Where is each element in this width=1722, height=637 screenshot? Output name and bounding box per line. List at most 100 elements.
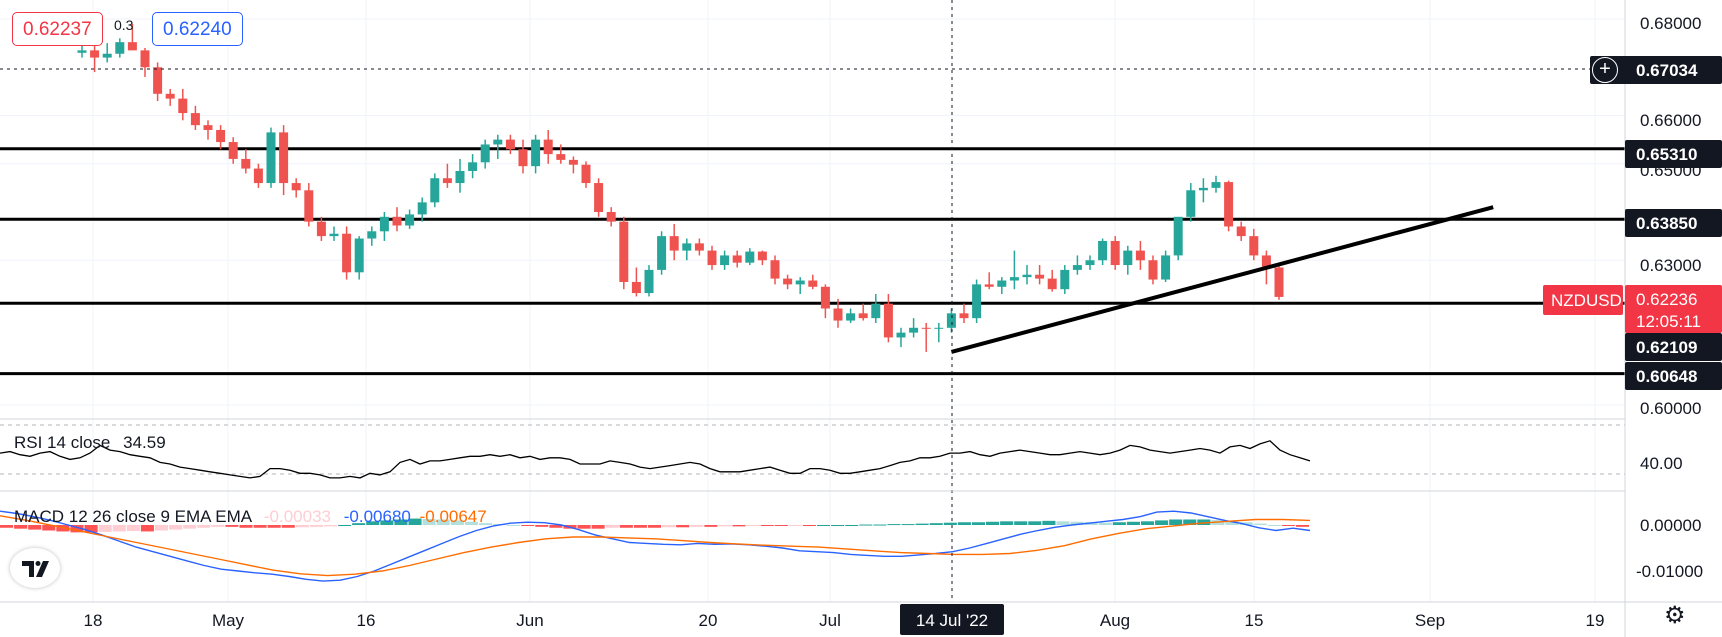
- macd-hist-bar: [1028, 521, 1042, 525]
- macd-hist-bar: [816, 525, 831, 526]
- candle-body: [1198, 187, 1208, 191]
- candle-body: [77, 50, 87, 53]
- candle-body: [102, 53, 112, 58]
- candle-body: [480, 144, 490, 163]
- macd-hist-bar: [253, 525, 267, 528]
- candle-body: [1098, 240, 1108, 261]
- current-price-label: 0.62236: [1636, 290, 1697, 309]
- settings-gear-icon[interactable]: ⚙: [1664, 602, 1686, 629]
- level-tag: [1625, 209, 1722, 237]
- macd-hist-bar: [802, 525, 816, 526]
- candle-body: [795, 280, 805, 285]
- macd-hist-bar: [1070, 521, 1084, 525]
- candle-body: [619, 221, 629, 282]
- level-tag-label: 0.60648: [1636, 367, 1697, 386]
- macd-hist-bar: [535, 525, 549, 527]
- macd-hist-bar: [380, 520, 394, 525]
- candle-body: [757, 251, 767, 261]
- symbol-tag-label: NZDUSD: [1551, 291, 1622, 310]
- macd-hist-bar: [1140, 521, 1155, 525]
- candle-body: [1072, 265, 1082, 270]
- candle-body: [430, 178, 440, 203]
- level-tag: [1625, 333, 1722, 361]
- macd-hist-bar: [1183, 519, 1197, 525]
- time-tick: Jul: [819, 611, 841, 630]
- crosshair-date-tag: [900, 604, 1004, 635]
- macd-hist-bar: [464, 521, 478, 525]
- macd-hist-bar: [436, 519, 450, 525]
- macd-hist-bar: [366, 521, 380, 525]
- tradingview-logo[interactable]: [10, 548, 60, 588]
- macd-hist-bar: [704, 525, 718, 527]
- macd-hist-bar: [1056, 521, 1070, 525]
- symbol-tag: [1543, 285, 1623, 315]
- candle-body: [1060, 269, 1070, 290]
- macd-hist-bar: [929, 523, 943, 525]
- candle-body: [732, 255, 742, 263]
- macd-hist-bar: [577, 525, 591, 529]
- crosshair-price-label: 0.67034: [1636, 61, 1698, 80]
- time-tick: 19: [1586, 611, 1605, 630]
- buy-button[interactable]: 0.62240: [152, 12, 243, 46]
- macd-hist-bar: [845, 525, 859, 526]
- candle-body: [1085, 260, 1095, 266]
- macd-hist-bar: [1014, 521, 1028, 525]
- macd-hist-bar: [154, 525, 169, 531]
- candlestick-series: [77, 23, 1284, 352]
- macd-legend[interactable]: MACD 12 26 close 9 EMA EMA -0.00033 -0.0…: [14, 507, 487, 526]
- candle-body: [556, 154, 566, 160]
- buy-price: 0.62240: [163, 19, 232, 40]
- candle-body: [405, 214, 415, 226]
- candle-body: [1022, 274, 1032, 278]
- add-alert-plus-icon[interactable]: +: [1592, 57, 1618, 83]
- macd-hist-bar: [1197, 519, 1211, 525]
- candle-body: [946, 313, 956, 328]
- candle-body: [694, 243, 704, 251]
- candle-body: [871, 303, 881, 319]
- macd-hist-bar: [633, 525, 647, 528]
- candle-body: [846, 313, 856, 321]
- rsi-legend[interactable]: RSI 14 close 34.59: [14, 433, 166, 452]
- candle-body: [266, 132, 276, 184]
- macd-hist-bar: [1112, 522, 1126, 525]
- macd-hist-bar: [591, 525, 605, 529]
- candle-body: [770, 260, 780, 279]
- candle-body: [1135, 250, 1145, 261]
- candle-body: [505, 139, 515, 150]
- macd-hist-bar: [957, 522, 971, 525]
- candle-body: [1009, 277, 1019, 281]
- candle-body: [1211, 182, 1221, 188]
- trendline[interactable]: [950, 205, 1494, 354]
- candle-body: [921, 327, 931, 329]
- candle-body: [1035, 274, 1045, 279]
- macd-hist-bar: [42, 525, 56, 531]
- time-tick: 15: [1245, 611, 1264, 630]
- rsi-legend-value: 34.59: [123, 433, 166, 452]
- candle-body: [1110, 240, 1120, 266]
- macd-legend-macd: -0.00680: [344, 507, 411, 526]
- macd-hist-bar: [1267, 525, 1281, 526]
- time-tick: 20: [699, 611, 718, 630]
- candle-body: [241, 158, 251, 169]
- macd-hist-bar: [169, 525, 183, 530]
- candle-body: [115, 42, 125, 54]
- candle-body: [304, 190, 314, 222]
- macd-hist-bar: [1042, 520, 1056, 525]
- candle-body: [669, 236, 679, 251]
- macd-hist-bar: [760, 525, 774, 526]
- macd-hist-bar: [1253, 523, 1267, 525]
- level-tag: [1625, 362, 1722, 390]
- sell-button[interactable]: 0.62237: [12, 12, 103, 46]
- macd-hist-bar: [507, 525, 521, 526]
- candle-body: [342, 233, 352, 273]
- candle-body: [644, 269, 654, 294]
- price-tick: 0.63000: [1640, 256, 1701, 275]
- candle-body: [808, 280, 818, 287]
- candle-body: [720, 255, 730, 266]
- candle-body: [707, 250, 717, 266]
- candle-body: [442, 178, 452, 184]
- candle-body: [417, 202, 427, 215]
- candle-body: [909, 327, 919, 333]
- current-price-tag: [1625, 285, 1722, 333]
